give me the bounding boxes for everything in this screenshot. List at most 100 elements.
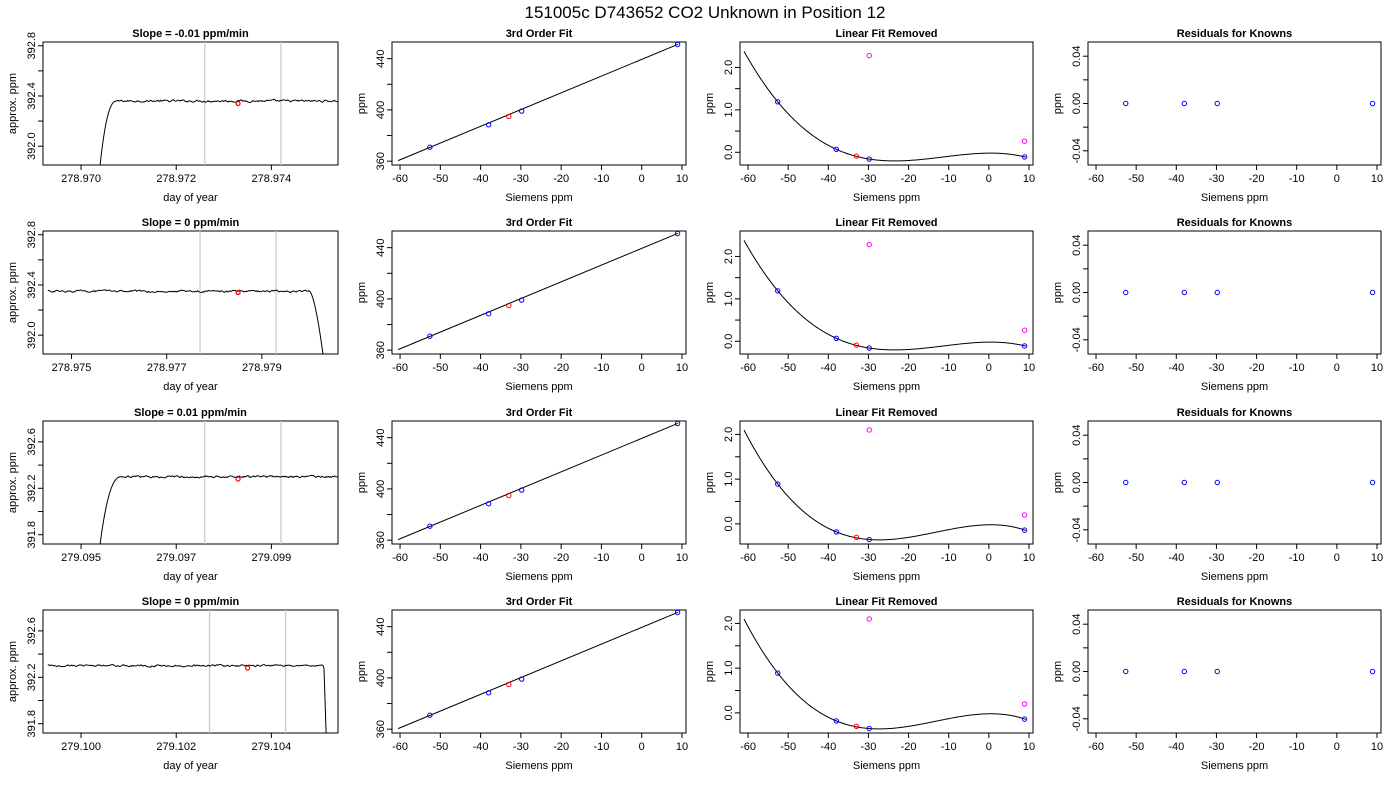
y-tick-label: 0.04 [1071, 45, 1083, 66]
x-axis-label: day of year [163, 571, 218, 583]
x-tick-label: 0 [639, 552, 645, 564]
fit-curve [743, 240, 1026, 351]
x-tick-label: -50 [432, 552, 448, 564]
y-axis-label: approx. ppm [7, 452, 19, 513]
y-axis-label: approx. ppm [7, 641, 19, 702]
x-tick-label: -60 [392, 552, 408, 564]
y-tick-label: -0.04 [1071, 517, 1083, 542]
plot-frame [42, 420, 339, 545]
x-tick-label: -10 [941, 173, 957, 185]
y-tick-label: 440 [375, 617, 387, 635]
plot-area [1123, 100, 1376, 107]
y-tick-label: 1.0 [723, 102, 735, 117]
plot-frame [1087, 41, 1382, 166]
data-point [1123, 289, 1129, 296]
fit-curve [743, 429, 1026, 541]
y-tick-label: 0.00 [1071, 282, 1083, 303]
y-tick-label: 392.2 [26, 664, 38, 692]
highlight-point [235, 476, 241, 482]
data-point [427, 712, 433, 718]
chart-panel: 3rd Order Fit -60 -50 -40 -30 -20 -10 0 10 360 400… [356, 596, 688, 772]
data-point [1021, 716, 1028, 722]
y-axis-label: ppm [356, 661, 368, 682]
series-line [99, 98, 338, 165]
data-point [1123, 479, 1129, 486]
y-axis-label: approx. ppm [7, 73, 19, 134]
x-tick-label: -50 [1128, 362, 1144, 374]
x-tick-label: 278.974 [252, 173, 292, 185]
x-axis-label: Siemens ppm [1201, 760, 1268, 772]
y-tick-label: 392.8 [26, 32, 38, 60]
x-tick-label: -50 [1128, 552, 1144, 564]
y-tick-label: 0.04 [1071, 424, 1083, 445]
panel-title: Residuals for Knowns [1177, 28, 1293, 40]
x-tick-label: 10 [1023, 173, 1035, 185]
chart-panel: Residuals for Knowns -60 -50 -40 -30 -20 -10 0 1… [1052, 596, 1383, 772]
data-point [853, 153, 860, 159]
x-tick-label: -10 [941, 362, 957, 374]
x-tick-label: -50 [780, 552, 796, 564]
chart-panel: Slope = 0 ppm/min 278.975 278.977 278.979 39… [7, 217, 339, 393]
x-tick-label: -10 [941, 552, 957, 564]
data-point [1021, 138, 1028, 144]
y-tick-label: 392.4 [26, 82, 38, 110]
data-point [1181, 479, 1188, 486]
fit-line [397, 422, 679, 541]
y-axis-label: ppm [704, 472, 716, 493]
data-point [1021, 701, 1028, 707]
y-tick-label: 392.8 [26, 221, 38, 249]
data-point [1214, 668, 1220, 675]
data-point [506, 492, 512, 499]
data-point [853, 534, 860, 540]
y-tick-label: 0.00 [1071, 93, 1083, 114]
y-tick-label: 0.0 [723, 145, 735, 160]
y-axis-label: ppm [704, 661, 716, 682]
highlight-point [235, 100, 241, 107]
y-tick-label: 0.00 [1071, 661, 1083, 682]
x-tick-label: -50 [432, 173, 448, 185]
x-tick-label: -60 [1088, 362, 1104, 374]
x-tick-label: -40 [820, 741, 836, 753]
y-tick-label: 392.0 [26, 321, 38, 349]
x-tick-label: 279.100 [61, 741, 101, 753]
data-point [833, 335, 840, 342]
x-tick-label: 10 [676, 173, 688, 185]
data-point [1123, 100, 1129, 107]
x-tick-label: 279.099 [252, 552, 292, 564]
plot-frame [391, 230, 687, 355]
x-axis-label: Siemens ppm [1201, 381, 1268, 393]
x-tick-label: -30 [1208, 741, 1224, 753]
x-tick-label: 278.977 [147, 362, 187, 374]
x-tick-label: -40 [1168, 362, 1184, 374]
panel-title: Residuals for Knowns [1177, 596, 1293, 608]
plot-frame [391, 609, 687, 734]
data-point [1214, 289, 1220, 296]
data-point [866, 156, 872, 162]
x-tick-label: -20 [1249, 741, 1265, 753]
plot-frame [42, 230, 339, 355]
x-tick-label: 278.972 [156, 173, 196, 185]
y-tick-label: -0.04 [1071, 327, 1083, 352]
data-point [866, 725, 872, 732]
data-point [866, 241, 872, 248]
x-tick-label: 278.975 [52, 362, 92, 374]
x-tick-label: 0 [986, 741, 992, 753]
data-point [1214, 479, 1220, 486]
y-axis-label: ppm [1052, 93, 1064, 114]
chart-panel: Slope = 0.01 ppm/min 279.095 279.097 279.09… [7, 407, 339, 583]
data-point [518, 108, 525, 114]
x-axis-label: Siemens ppm [853, 192, 920, 204]
data-point [674, 610, 681, 616]
y-tick-label: 1.0 [723, 471, 735, 486]
chart-panel: Slope = 0 ppm/min 279.100 279.102 279.104 39… [7, 596, 339, 772]
x-tick-label: 0 [639, 362, 645, 374]
x-tick-label: -60 [740, 173, 756, 185]
x-tick-label: 0 [639, 741, 645, 753]
plot-area [397, 231, 681, 351]
data-point [1021, 527, 1028, 533]
series-line [99, 474, 338, 544]
y-tick-label: 440 [375, 238, 387, 256]
panel-title: Linear Fit Removed [835, 407, 937, 419]
y-tick-label: 400 [375, 101, 387, 119]
plot-area [47, 610, 327, 733]
